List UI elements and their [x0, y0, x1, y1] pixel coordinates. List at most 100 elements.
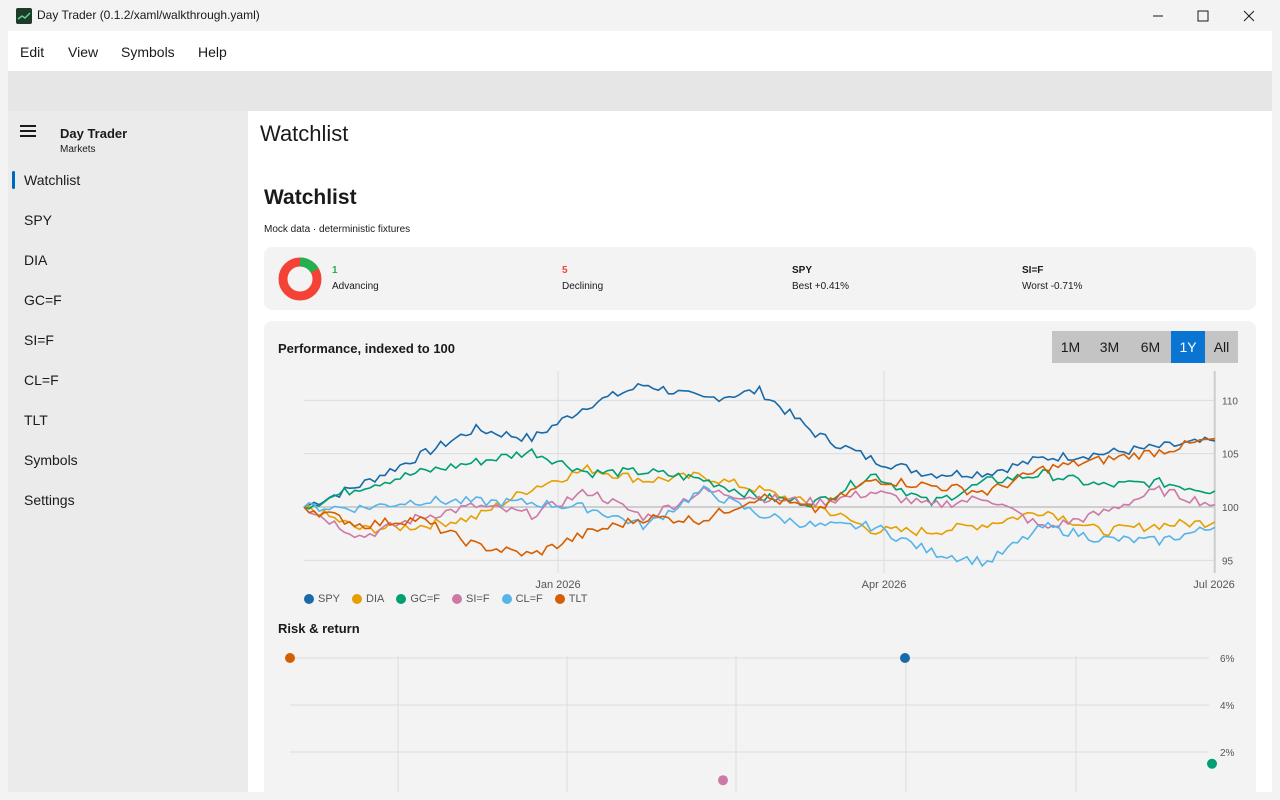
page-header: Watchlist: [260, 121, 349, 146]
sidebar-item-label: GC=F: [24, 292, 62, 308]
maximize-icon[interactable]: [1180, 0, 1226, 31]
legend-swatch: [501, 594, 512, 604]
legend-swatch: [304, 594, 314, 604]
x-tick-label: Jan 2026: [535, 579, 580, 591]
worst-label: Worst -0.71%: [1022, 281, 1083, 292]
y-tick-label: 4%: [1220, 701, 1235, 712]
legend-label: SI=F: [466, 593, 490, 605]
legend-label: SPY: [318, 593, 341, 605]
sidebar-item-label: TLT: [24, 412, 48, 428]
sidebar-item-label: SI=F: [24, 332, 54, 348]
sidebar-item-label: Watchlist: [24, 172, 81, 188]
advancing-declining-donut: [278, 257, 322, 301]
y-tick-label: 105: [1222, 450, 1239, 461]
sidebar-item-sif[interactable]: SI=F: [8, 322, 248, 358]
legend-label: GC=F: [410, 593, 441, 605]
y-tick-label: 110: [1222, 396, 1238, 407]
menu-view[interactable]: View: [68, 44, 99, 60]
title-band: [8, 71, 1272, 111]
series-line-dia: [303, 463, 1216, 537]
menu-edit[interactable]: Edit: [20, 44, 45, 60]
close-icon[interactable]: [1226, 0, 1272, 31]
sidebar-item-label: CL=F: [24, 372, 59, 388]
legend-label: TLT: [568, 593, 588, 605]
worst-symbol: SI=F: [1022, 265, 1044, 276]
menu-symbols[interactable]: Symbols: [121, 44, 175, 60]
sidebar-item-label: SPY: [24, 212, 53, 228]
range-3m-button[interactable]: 3M: [1089, 331, 1130, 363]
series-line-spy: [303, 382, 1216, 508]
minimize-icon[interactable]: [1135, 0, 1181, 31]
series-line-tlt: [303, 437, 1216, 557]
legend-item[interactable]: TLT: [554, 593, 588, 605]
page-subtitle: Mock data · deterministic fixtures: [264, 224, 411, 235]
legend-swatch: [452, 594, 463, 604]
sidebar-item-tlt[interactable]: TLT: [8, 402, 248, 438]
sidebar-item-watchlist[interactable]: Watchlist: [8, 162, 248, 198]
sidebar-item-spy[interactable]: SPY: [8, 202, 248, 238]
declining-count: 5: [562, 265, 568, 276]
sidebar: Day Trader Markets Watchlist SPY DIA GC=…: [8, 111, 248, 792]
page-title: Watchlist: [264, 186, 357, 209]
hamburger-menu-icon[interactable]: [20, 125, 36, 137]
app-name: Day Trader: [60, 126, 128, 141]
best-stat: SPY Best +0.41%: [792, 265, 849, 292]
worst-stat: SI=F Worst -0.71%: [1022, 265, 1082, 292]
risk-chart-title: Risk & return: [278, 621, 360, 636]
sidebar-item-clf[interactable]: CL=F: [8, 362, 248, 398]
range-6m-button[interactable]: 6M: [1130, 331, 1171, 363]
legend-item[interactable]: DIA: [352, 593, 384, 605]
legend-swatch: [352, 594, 363, 604]
legend-label: DIA: [366, 593, 385, 605]
x-tick-label: Jul 2026: [1193, 579, 1235, 591]
y-tick-label: 95: [1222, 556, 1234, 567]
legend-swatch: [554, 594, 565, 604]
range-all-button[interactable]: All: [1205, 331, 1238, 363]
best-label: Best +0.41%: [792, 281, 849, 292]
legend-label: CL=F: [515, 593, 543, 605]
range-1m-button[interactable]: 1M: [1052, 331, 1089, 363]
range-selector: 1M 3M 6M 1Y All: [1052, 331, 1238, 363]
x-tick-label: Apr 2026: [862, 579, 907, 591]
sidebar-item-label: Settings: [24, 492, 75, 508]
best-symbol: SPY: [792, 265, 813, 276]
risk-return-chart: 6% 4% 2%: [285, 653, 1235, 792]
window-title: Day Trader (0.1.2/xaml/walkthrough.yaml): [37, 8, 260, 22]
legend-item[interactable]: CL=F: [501, 593, 543, 605]
series-line-clf: [303, 485, 1216, 568]
chart-panel: Performance, indexed to 100 1M 3M 6M 1Y …: [264, 321, 1256, 792]
sidebar-item-label: Symbols: [24, 452, 78, 468]
legend-item[interactable]: GC=F: [396, 593, 440, 605]
scatter-point-sif: [718, 775, 728, 786]
range-1y-button[interactable]: 1Y: [1171, 331, 1205, 363]
advancing-stat: 1 Advancing: [332, 265, 379, 292]
main-content: Watchlist Watchlist Mock data · determin…: [248, 111, 1272, 792]
series-line-sif: [303, 484, 1216, 539]
menu-bar: Edit View Symbols Help: [8, 31, 1272, 71]
sidebar-item-label: DIA: [24, 252, 48, 268]
sidebar-item-dia[interactable]: DIA: [8, 242, 248, 278]
sidebar-item-gcf[interactable]: GC=F: [8, 282, 248, 318]
sidebar-item-symbols[interactable]: Symbols: [8, 442, 248, 478]
donut-advancing-slice: [278, 257, 322, 301]
y-tick-label: 2%: [1220, 748, 1235, 759]
legend-item[interactable]: SI=F: [452, 593, 490, 605]
app-subtitle: Markets: [60, 144, 96, 155]
legend-swatch: [396, 594, 407, 604]
performance-chart: 95 100 105 110 Jan 2026 Apr 2026 Jul 2026: [303, 371, 1239, 591]
scatter-point-tlt: [285, 653, 295, 663]
legend-item[interactable]: SPY: [304, 593, 340, 605]
summary-card: 1 Advancing 5 Declining SPY Best +0.41% …: [264, 247, 1256, 310]
app-logo-icon: [16, 8, 32, 24]
menu-help[interactable]: Help: [198, 44, 227, 60]
performance-chart-title: Performance, indexed to 100: [278, 341, 456, 356]
y-tick-label: 100: [1222, 503, 1239, 514]
scatter-point-gcf: [1207, 758, 1217, 769]
chart-legend: SPY DIA GC=F SI=F CL=F TLT: [304, 593, 600, 605]
sidebar-item-settings[interactable]: Settings: [8, 482, 248, 518]
title-bar: Day Trader (0.1.2/xaml/walkthrough.yaml): [0, 0, 1280, 31]
advancing-count: 1: [332, 265, 338, 276]
advancing-label: Advancing: [332, 281, 379, 292]
y-tick-label: 6%: [1220, 654, 1235, 665]
declining-label: Declining: [562, 281, 604, 292]
